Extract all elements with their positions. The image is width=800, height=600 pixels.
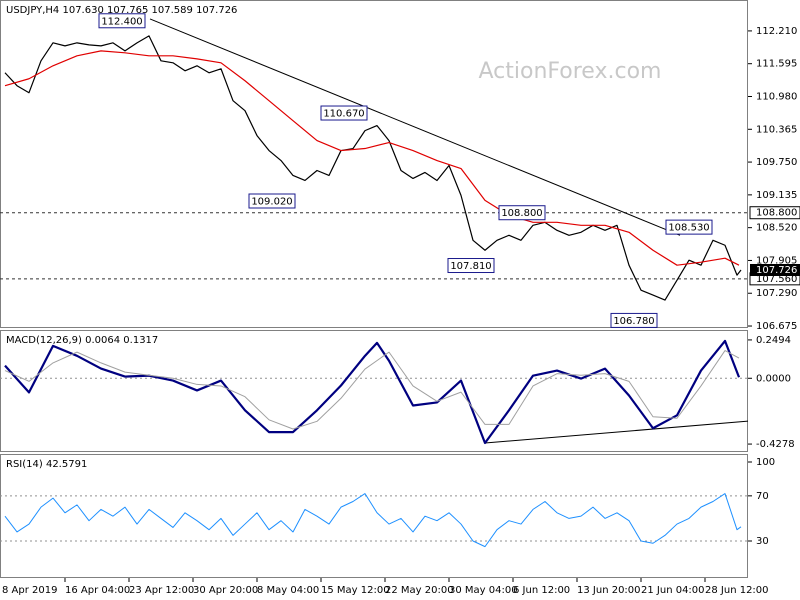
pane-frame [0,454,748,578]
last-price-label: 107.726 [756,265,797,276]
y-tick-label: -0.4278 [756,439,795,450]
y-tick-label: 111.595 [756,59,797,70]
x-tick-label: 8 Apr 2019 [2,585,57,596]
series-line [4,493,742,548]
pane-frame [0,330,748,452]
annotation-label: 106.780 [613,316,654,327]
series-line [4,339,741,445]
y-tick-label: 100 [756,457,775,468]
watermark: ActionForex.com [479,59,662,84]
annotation-box [248,193,296,209]
pane-title: MACD(12,26,9) 0.0064 0.1317 [6,335,158,346]
trendline [484,420,749,444]
x-tick-label: 28 Jun 12:00 [705,585,769,596]
annotation-box [447,258,495,274]
series-line [4,350,740,430]
annotation-label: 107.810 [450,261,491,272]
annotation-box [498,205,546,221]
y-tick-label: 109.750 [756,157,797,168]
annotation-label: 108.530 [668,223,709,234]
x-tick-label: 13 Jun 20:00 [577,585,641,596]
series-line [4,35,742,301]
y-tick-label: 70 [756,491,769,502]
y-tick-label: 112.210 [756,26,797,37]
x-tick-label: 23 Apr 12:00 [129,585,194,596]
y-tick-label: 106.675 [756,321,797,332]
x-tick-label: 21 Jun 04:00 [641,585,705,596]
y-tick-label: 0.2494 [756,335,791,346]
x-tick-label: 30 May 04:00 [449,585,518,596]
annotation-label: 108.800 [501,208,542,219]
y-tick-label: 107.905 [756,255,797,266]
y-tick-label: 110.980 [756,91,797,102]
x-tick-label: 8 May 04:00 [257,585,319,596]
y-tick-label: 0.0000 [756,373,791,384]
annotation-box [610,312,658,328]
level-label: 107.560 [756,274,797,285]
trendline [149,18,681,236]
x-tick-label: 30 Apr 20:00 [193,585,258,596]
y-tick-label: 108.520 [756,223,797,234]
pane-title: USDJPY,H4 107.630 107.765 107.589 107.72… [6,5,237,16]
y-tick-label: 109.135 [756,190,797,201]
x-tick-label: 6 Jun 12:00 [513,585,570,596]
annotation-box [320,105,368,121]
level-label-box [749,206,800,220]
annotation-label: 112.400 [101,16,142,27]
last-price-box [750,263,800,276]
series-line [4,50,740,266]
pane-title: RSI(14) 42.5791 [6,459,87,470]
annotation-label: 110.670 [323,109,364,120]
annotation-label: 109.020 [251,196,292,207]
annotation-box [665,219,713,235]
y-tick-label: 110.365 [756,124,797,135]
level-label: 108.800 [756,208,797,219]
y-tick-label: 107.290 [756,288,797,299]
y-tick-label: 30 [756,536,769,547]
x-tick-label: 16 Apr 04:00 [65,585,130,596]
x-tick-label: 22 May 20:00 [385,585,454,596]
annotation-box [98,13,146,29]
pane-frame [0,0,748,328]
x-tick-label: 15 May 12:00 [321,585,390,596]
